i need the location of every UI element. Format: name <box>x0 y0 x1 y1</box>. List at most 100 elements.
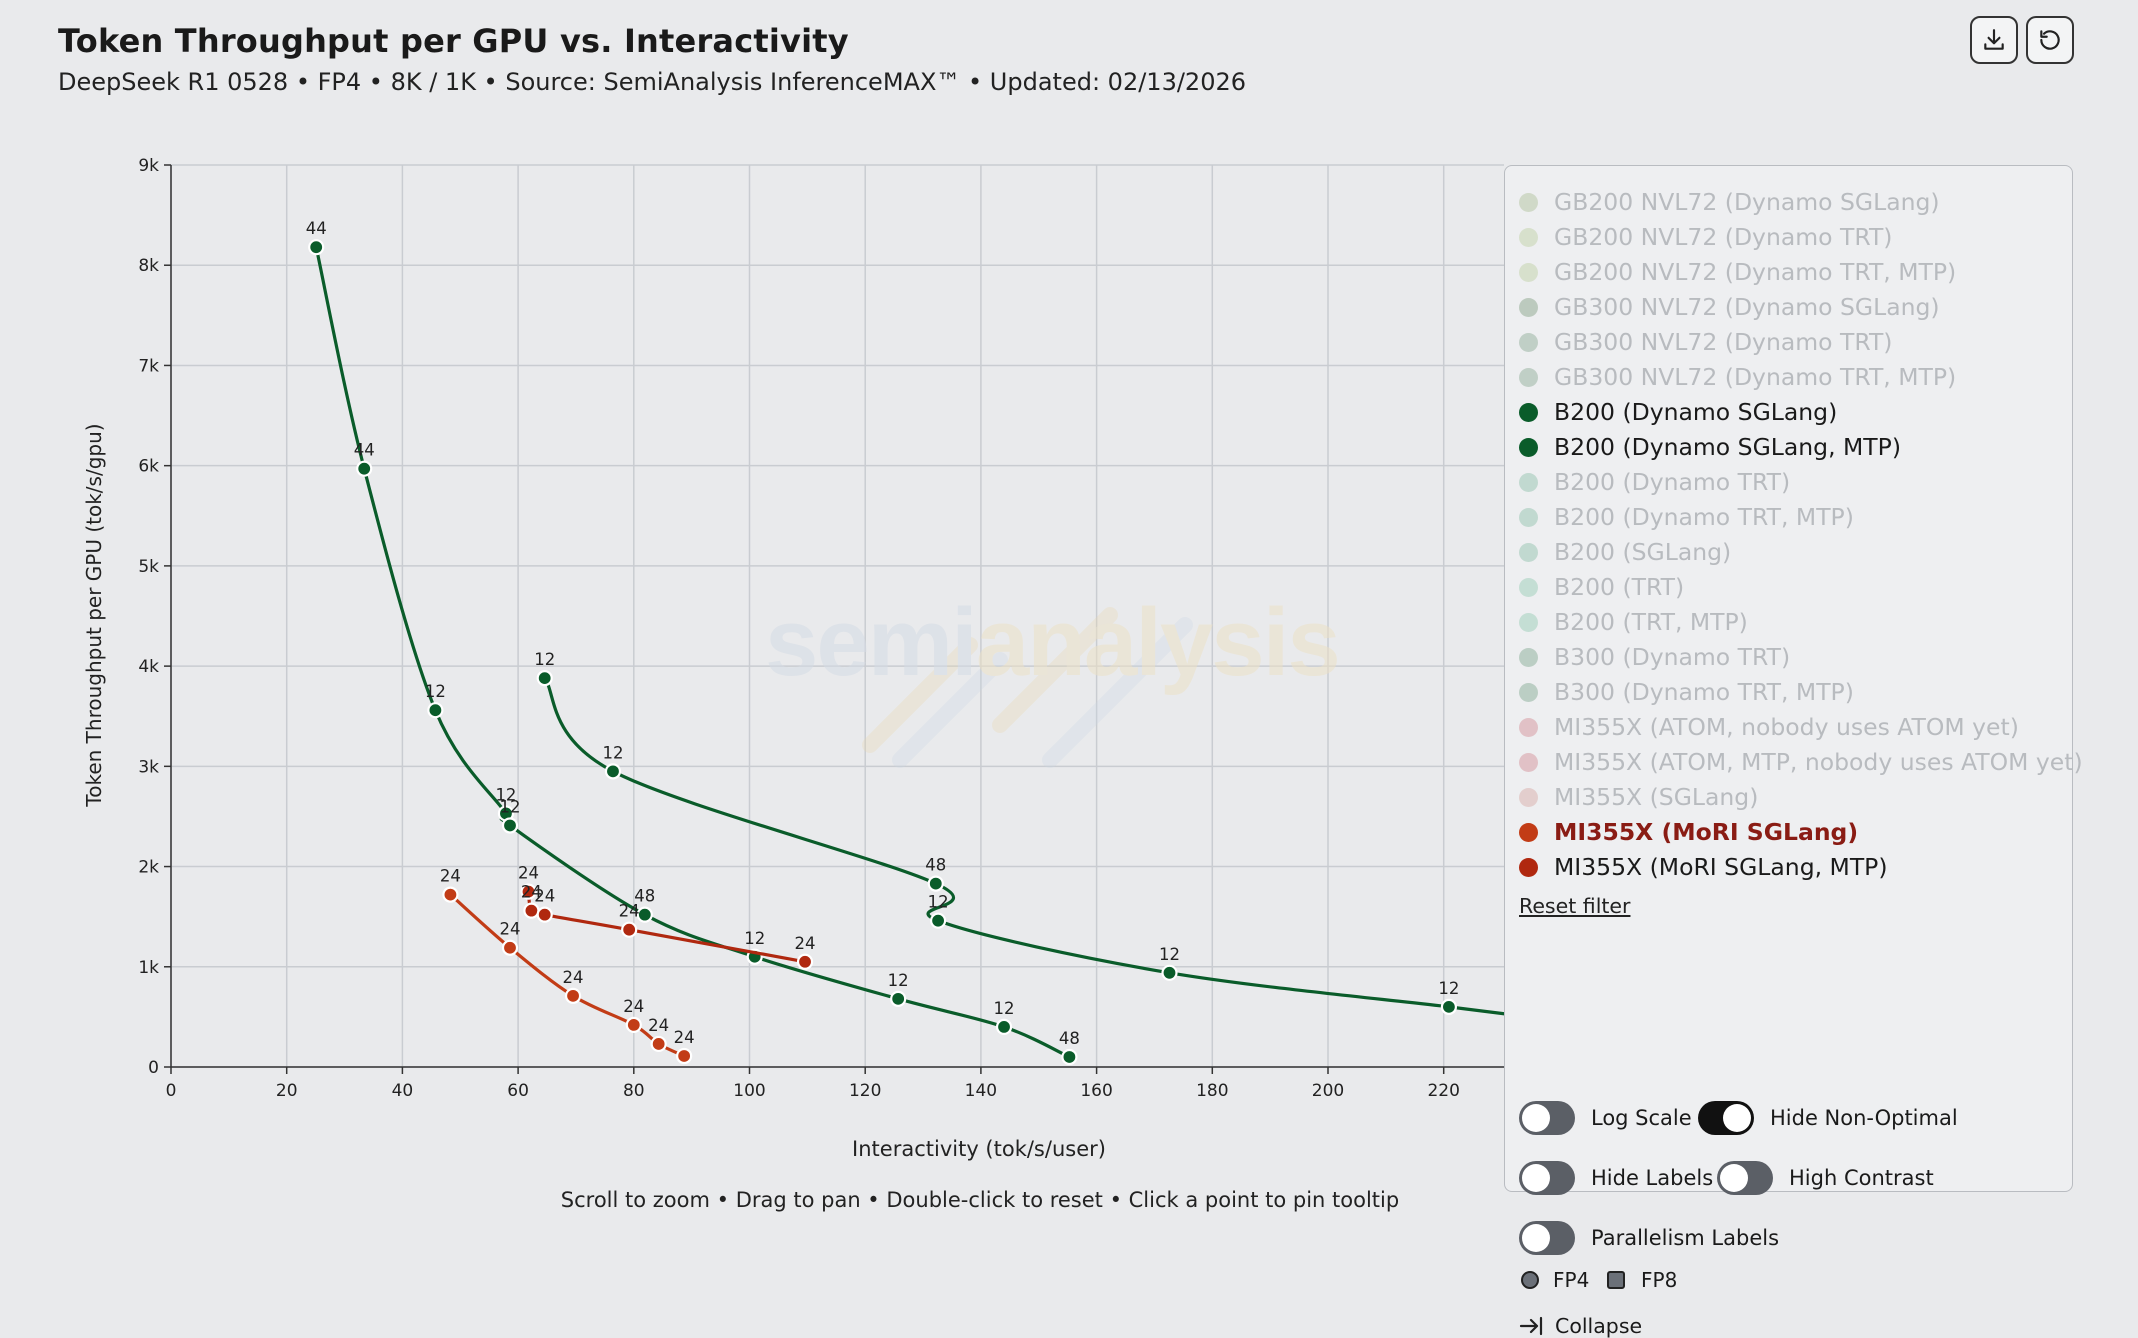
data-point[interactable] <box>621 921 638 938</box>
point-label: 44 <box>354 441 375 460</box>
legend-color-dot <box>1519 507 1538 527</box>
legend-color-dot <box>1519 787 1538 807</box>
data-point[interactable] <box>564 987 582 1004</box>
point-label: 12 <box>495 785 516 804</box>
series-group[interactable] <box>442 886 693 1065</box>
legend-item[interactable]: B200 (TRT) <box>1519 572 1684 602</box>
legend-item[interactable]: GB200 NVL72 (Dynamo TRT, MTP) <box>1519 257 1956 287</box>
fp4-circle-icon <box>1521 1271 1539 1289</box>
x-tick-label: 0 <box>166 1081 177 1101</box>
parallelism-labels-toggle[interactable]: Parallelism Labels <box>1519 1220 1779 1256</box>
data-point[interactable] <box>308 239 325 256</box>
legend-item[interactable]: MI355X (MoRI SGLang, MTP) <box>1519 852 1888 882</box>
parallelism-labels-switch[interactable] <box>1519 1221 1575 1255</box>
legend-color-dot <box>1519 612 1538 632</box>
log-scale-switch[interactable] <box>1519 1101 1575 1135</box>
high-contrast-toggle[interactable]: High Contrast <box>1717 1160 1934 1196</box>
series-line[interactable] <box>543 677 1514 1017</box>
data-point[interactable] <box>995 1018 1013 1036</box>
high-contrast-switch[interactable] <box>1717 1161 1773 1195</box>
legend-item[interactable]: MI355X (MoRI SGLang) <box>1519 817 1858 847</box>
series-group[interactable] <box>520 883 814 970</box>
hide-non-optimal-label: Hide Non-Optimal <box>1770 1106 1958 1130</box>
point-label: 12 <box>1438 979 1459 998</box>
data-point[interactable] <box>890 990 907 1007</box>
point-label: 12 <box>888 971 909 990</box>
data-point[interactable] <box>796 953 814 970</box>
data-point[interactable] <box>520 883 537 900</box>
data-point[interactable] <box>1061 1048 1078 1066</box>
data-point[interactable] <box>676 1047 693 1065</box>
reset-filter-link[interactable]: Reset filter <box>1519 894 1631 918</box>
data-point[interactable] <box>929 912 947 929</box>
data-point[interactable] <box>523 902 540 919</box>
legend-item[interactable]: B200 (Dynamo SGLang) <box>1519 397 1837 427</box>
log-scale-toggle[interactable]: Log Scale <box>1519 1100 1692 1136</box>
data-point[interactable] <box>927 875 944 892</box>
series-line[interactable] <box>314 246 1071 1059</box>
legend-item[interactable]: B200 (TRT, MTP) <box>1519 607 1748 637</box>
hide-labels-toggle[interactable]: Hide Labels <box>1519 1160 1713 1196</box>
legend-item[interactable]: GB300 NVL72 (Dynamo TRT) <box>1519 327 1892 357</box>
legend-item[interactable]: B200 (Dynamo TRT, MTP) <box>1519 502 1854 532</box>
legend-item[interactable]: MI355X (ATOM, MTP, nobody uses ATOM yet) <box>1519 747 2083 777</box>
series[interactable] <box>308 239 1514 1066</box>
point-label: 24 <box>518 864 539 883</box>
legend-item[interactable]: MI355X (SGLang) <box>1519 782 1758 812</box>
watermark-part-1: semi <box>765 589 976 696</box>
legend-item[interactable]: B300 (Dynamo TRT, MTP) <box>1519 677 1854 707</box>
chart-svg[interactable]: semianalysis 0 20 40 60 80 100 120 140 160 180 200… <box>0 0 2138 1236</box>
legend-color-dot <box>1519 717 1538 737</box>
reset-icon <box>2040 30 2060 50</box>
legend-item[interactable]: GB200 NVL72 (Dynamo TRT) <box>1519 222 1892 252</box>
data-point[interactable] <box>536 670 553 687</box>
data-point[interactable] <box>536 906 553 923</box>
point-label: 44 <box>306 219 327 238</box>
legend-item[interactable]: B200 (SGLang) <box>1519 537 1731 567</box>
legend-item[interactable]: B300 (Dynamo TRT) <box>1519 642 1790 672</box>
data-point[interactable] <box>501 939 519 956</box>
legend-item[interactable]: B200 (Dynamo SGLang, MTP) <box>1519 432 1901 462</box>
y-tick-label: 2k <box>138 858 159 878</box>
data-point[interactable] <box>501 817 519 834</box>
axes: 0 20 40 60 80 100 120 140 160 180 200 220 0 1k 2k 3k 4k 5… <box>138 156 1504 1101</box>
y-tick-label: 3k <box>138 757 159 777</box>
data-point[interactable] <box>604 763 622 780</box>
point-label: 24 <box>623 997 644 1016</box>
legend-item[interactable]: GB300 NVL72 (Dynamo SGLang) <box>1519 292 1940 322</box>
data-point[interactable] <box>442 886 459 903</box>
data-point[interactable] <box>427 702 444 719</box>
data-point[interactable] <box>636 906 653 923</box>
x-tick-label: 20 <box>276 1081 298 1101</box>
data-point[interactable] <box>1440 998 1458 1015</box>
fp8-key[interactable]: FP8 <box>1605 1268 1677 1292</box>
point-label: 12 <box>500 797 521 816</box>
point-label: 24 <box>674 1028 695 1047</box>
download-icon <box>1984 29 2004 50</box>
series-group[interactable] <box>308 239 1078 1066</box>
legend-item[interactable]: B200 (Dynamo TRT) <box>1519 467 1790 497</box>
point-label: 24 <box>648 1016 669 1035</box>
legend-item[interactable]: GB300 NVL72 (Dynamo TRT, MTP) <box>1519 362 1956 392</box>
data-point[interactable] <box>1161 964 1178 981</box>
download-button[interactable] <box>1970 16 2018 64</box>
y-tick-label: 4k <box>138 657 159 677</box>
legend-color-dot <box>1519 332 1538 352</box>
hide-non-optimal-toggle[interactable]: Hide Non-Optimal <box>1698 1100 1958 1136</box>
legend-item[interactable]: GB200 NVL72 (Dynamo SGLang) <box>1519 187 1940 217</box>
hide-non-optimal-switch[interactable] <box>1698 1101 1754 1135</box>
legend-color-dot <box>1519 857 1538 877</box>
collapse-button[interactable]: Collapse <box>1519 1314 1642 1338</box>
legend-item-label: B200 (SGLang) <box>1554 538 1732 566</box>
data-point[interactable] <box>356 460 373 477</box>
fp4-key[interactable]: FP4 <box>1519 1268 1589 1292</box>
legend-item[interactable]: MI355X (ATOM, nobody uses ATOM yet) <box>1519 712 2019 742</box>
data-point[interactable] <box>625 1016 642 1034</box>
legend-item-label: B300 (Dynamo TRT, MTP) <box>1554 678 1854 706</box>
hide-labels-switch[interactable] <box>1519 1161 1575 1195</box>
y-tick-label: 9k <box>138 156 159 176</box>
reset-zoom-button[interactable] <box>2026 16 2074 64</box>
series-group[interactable] <box>536 670 1514 1017</box>
y-tick-label: 7k <box>138 356 159 376</box>
data-point[interactable] <box>650 1035 667 1053</box>
